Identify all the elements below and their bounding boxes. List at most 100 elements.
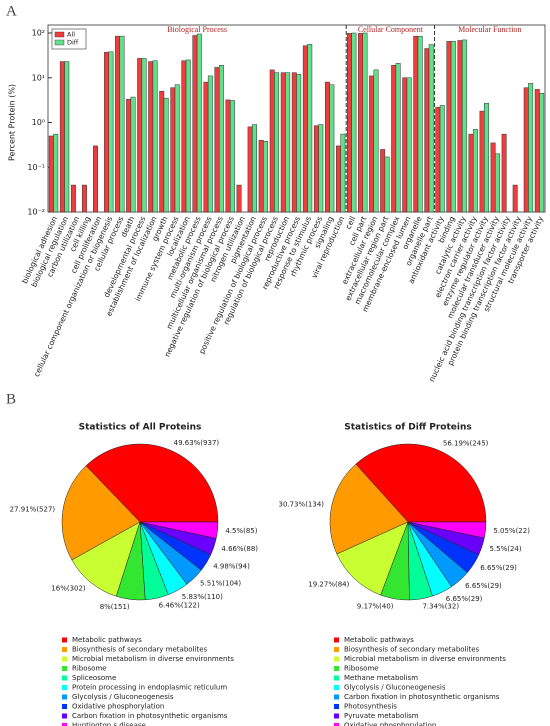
- legend-swatch: [334, 675, 339, 681]
- bar: [108, 51, 114, 213]
- pie-slice: [407, 521, 487, 539]
- legend-label: Glycolysis / Gluconeogenesis: [344, 684, 446, 692]
- legend-label: Carbon fixation in photosynthetic organi…: [344, 693, 500, 701]
- bar: [159, 90, 165, 213]
- slice-label: 4.98%(94): [213, 563, 250, 571]
- bar: [358, 33, 364, 213]
- bar: [64, 61, 70, 213]
- legend-label: Oxidative phosphorylation: [344, 722, 436, 726]
- bar: [302, 45, 308, 213]
- legend-swatch: [334, 656, 339, 662]
- bar: [512, 184, 518, 213]
- legend-label: Pyruvate metabolism: [344, 712, 419, 720]
- bar: [252, 124, 257, 213]
- pie-slice: [336, 521, 409, 596]
- legend-swatch: [334, 666, 339, 671]
- bar: [351, 32, 357, 213]
- slice-label: 4.5%(85): [225, 527, 257, 535]
- legend-label: Methane metabolism: [344, 674, 418, 682]
- bar: [318, 124, 324, 213]
- slice-label: 5.05%(22): [493, 527, 530, 535]
- bar: [130, 96, 136, 213]
- bar: [362, 32, 368, 213]
- bar: [126, 99, 132, 213]
- bar: [218, 65, 224, 213]
- bar: [285, 72, 291, 213]
- slice-label: 49.63%(937): [174, 439, 220, 447]
- legend-swatch: [62, 656, 67, 662]
- bar: [163, 97, 169, 213]
- pie-slice: [85, 443, 219, 523]
- bar: [424, 48, 430, 213]
- legend-label: Microbial metabolism in diverse environm…: [72, 655, 234, 663]
- legend-swatch: [334, 685, 339, 690]
- slice-label: 6.65%(29): [465, 582, 502, 590]
- bar: [229, 100, 235, 213]
- bar: [181, 60, 187, 213]
- bar: [472, 129, 478, 213]
- bar: [384, 156, 390, 213]
- legend-label: Metabolic pathways: [72, 636, 142, 644]
- bar: [490, 142, 496, 213]
- legend-swatch: [62, 694, 67, 700]
- bar: [484, 102, 489, 213]
- legend-label: Biosynthesis of secondary metabolites: [344, 646, 480, 654]
- legend-label: Microbial metabolism in diverse environm…: [344, 655, 506, 663]
- legend-label: Photosynthesis: [344, 703, 397, 711]
- bar: [539, 93, 545, 213]
- bar: [435, 106, 441, 213]
- legend-swatch: [334, 713, 339, 719]
- bar: [203, 81, 209, 213]
- legend-swatch: [334, 647, 339, 652]
- bar: [528, 83, 534, 213]
- bar: [501, 133, 507, 213]
- bar: [373, 69, 379, 213]
- legend-swatch: [54, 39, 65, 46]
- legend-label: Protein processing in endoplasmic reticu…: [72, 684, 227, 692]
- legend-swatch: [334, 694, 339, 700]
- y-tick-label: 10⁻²: [27, 208, 45, 217]
- bar: [329, 84, 335, 213]
- slice-label: 56.19%(245): [443, 440, 489, 448]
- y-tick-label: 10¹: [32, 73, 45, 82]
- legend-swatch: [334, 637, 339, 643]
- bar: [402, 77, 408, 213]
- panel-label: B: [6, 391, 16, 407]
- legend-label: Ribosome: [72, 665, 107, 673]
- legend-label: Carbon fixation in photosynthetic organi…: [72, 712, 228, 720]
- legend-label: Huntington s disease: [72, 722, 146, 726]
- bar: [53, 133, 59, 213]
- slice-label: 16%(302): [51, 584, 86, 592]
- slice-label: 19.27%(84): [308, 581, 349, 589]
- legend-swatch: [62, 704, 67, 709]
- bar: [495, 153, 500, 213]
- legend-label: All: [67, 31, 75, 39]
- bar: [258, 140, 264, 213]
- bar: [104, 52, 109, 213]
- bar: [391, 65, 397, 213]
- bar: [347, 33, 352, 213]
- bar: [336, 145, 341, 213]
- legend-label: Diff: [67, 39, 79, 47]
- slice-label: 27.91%(527): [10, 505, 56, 513]
- bar: [406, 77, 412, 213]
- legend-swatch: [62, 647, 67, 652]
- legend-swatch: [62, 637, 67, 643]
- bar: [428, 44, 434, 213]
- legend-label: Biosynthesis of secondary metabolites: [72, 646, 208, 654]
- bar: [236, 184, 242, 213]
- bar: [313, 125, 319, 213]
- legend-swatch: [54, 31, 65, 38]
- y-tick-label: 10⁰: [32, 118, 45, 127]
- legend-label: Metabolic pathways: [344, 636, 414, 644]
- bar: [48, 135, 54, 213]
- panel-label: A: [6, 3, 17, 19]
- bar: [247, 126, 253, 213]
- slice-label: 5.5%(24): [489, 545, 521, 553]
- bar: [340, 133, 346, 213]
- bar: [307, 44, 313, 213]
- bar: [174, 84, 180, 213]
- bar: [93, 145, 98, 213]
- group-label: Biological Process: [167, 25, 227, 34]
